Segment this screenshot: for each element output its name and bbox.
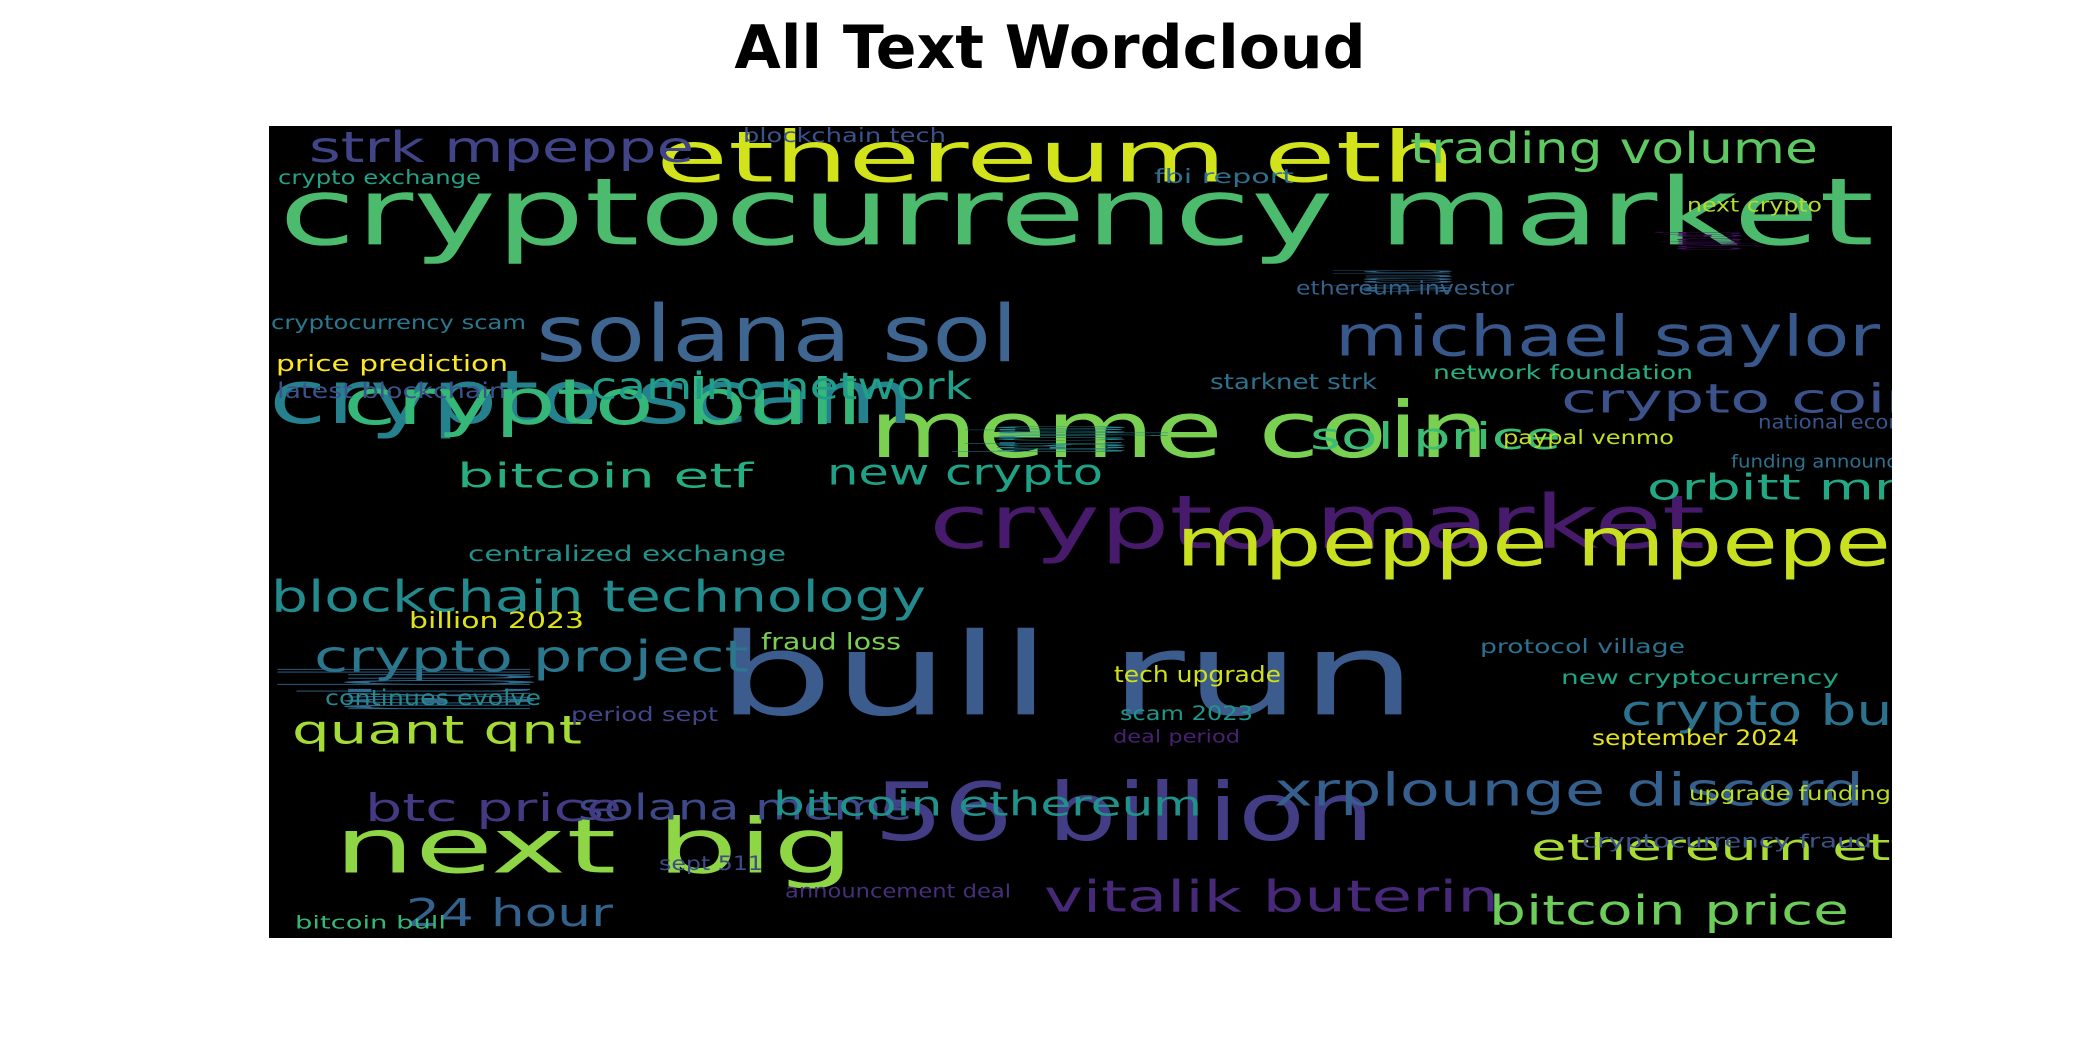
word-quant-qnt: quant qnt xyxy=(292,709,582,754)
word-protocol-village: protocol village xyxy=(1480,634,1685,658)
wordcloud-canvas: bull run cryptocurrency market crypto mark… xyxy=(269,126,1892,935)
word-crypto-exchange: crypto exchange xyxy=(278,165,481,189)
word-cryptocurrency-scam: cryptocurrency scam xyxy=(271,310,526,334)
word-bitcoin-ethereum: bitcoin ethereum xyxy=(773,785,1202,825)
word-next-crypto: next crypto xyxy=(1687,194,1822,216)
word-cryptocurrency-fraud: cryptocurrency fraud xyxy=(1582,830,1872,852)
word-new-cryptocurrency: new cryptocurrency xyxy=(1561,665,1839,689)
word-crypto-bull: crypto bull xyxy=(343,366,863,440)
word-solana-sol: solana sol xyxy=(536,288,1018,380)
word-orbitt-mm: orbitt mm xyxy=(1647,467,1892,508)
word-paypal-venmo: paypal venmo xyxy=(1503,425,1674,449)
word-announcement-deal: announcement deal xyxy=(785,880,1011,902)
word-crypto-market: crypto market xyxy=(929,480,1705,566)
word-camino-network: camino network xyxy=(591,365,973,408)
word-starknet-strk: starknet strk xyxy=(1210,370,1378,394)
word-crypto-buy: crypto buy xyxy=(1621,686,1892,735)
word-ethereum-investor: ethereum investor xyxy=(1296,277,1514,299)
word-24-hour: 24 hour xyxy=(406,891,614,935)
word-fraud-loss: fraud loss xyxy=(761,630,901,656)
word-ethereum-etf: ethereum etf xyxy=(1531,827,1892,869)
word-trading-volume: trading volume xyxy=(1410,126,1818,174)
word-crypto-project: crypto project xyxy=(314,632,749,683)
word-best-crypto: best crypto xyxy=(915,426,1175,452)
word-strk-mpeppe: strk mpeppe xyxy=(309,126,694,173)
word-funding-announcement: funding announcement xyxy=(1731,452,1892,473)
word-billion-2023: billion 2023 xyxy=(409,609,584,634)
word-meme-coin: meme coin xyxy=(869,386,1489,476)
word-upgrade-funding: upgrade funding xyxy=(1689,781,1891,805)
word-btc-price: btc price xyxy=(365,786,622,830)
word-michael-saylor: michael saylor xyxy=(1335,304,1881,369)
word-bitcoin-price: bitcoin price xyxy=(1489,886,1849,934)
word-mpeppe-mpepe: mpeppe mpepe xyxy=(1176,503,1891,581)
word-tech-upgrade: tech upgrade xyxy=(1114,663,1281,688)
word-september-2024: september 2024 xyxy=(1592,726,1799,750)
wordcloud-panel: bull run cryptocurrency market crypto mark… xyxy=(269,126,1892,938)
word-next-big: next big xyxy=(334,802,854,891)
word-sol-could: sol could xyxy=(1308,270,1487,292)
word-fbi-report: fbi report xyxy=(1154,164,1294,188)
word-new-crypto: new crypto xyxy=(827,452,1103,493)
word-deal-period: deal period xyxy=(1113,727,1240,748)
word-crypto-etf: crypto etf xyxy=(1637,232,1767,250)
word-price-prediction: price prediction xyxy=(276,352,508,377)
word-blockchain-technology: blockchain technology xyxy=(271,572,926,623)
word-bitcoin-etf: bitcoin etf xyxy=(457,457,755,497)
word-bitcoin-bull: bitcoin bull xyxy=(295,913,446,934)
word-sol-price: sol price xyxy=(1310,416,1561,458)
word-56-billion: 56 billion xyxy=(874,766,1374,859)
word-bull-run: bull run xyxy=(717,608,1417,741)
word-centralized-exchange: centralized exchange xyxy=(468,542,786,566)
word-solana-meme: solana meme xyxy=(578,787,912,828)
word-latest-blockchain: latest blockchain xyxy=(277,379,506,403)
word-continues-evolve: continues evolve xyxy=(325,686,541,710)
word-period-sept: period sept xyxy=(571,702,718,726)
word-sept-511: sept 511 xyxy=(659,851,763,875)
word-crypto-scam: crypto scam xyxy=(269,355,914,441)
word-next-bull: next bull xyxy=(269,668,609,710)
word-vitalik-buterin: vitalik buterin xyxy=(1044,872,1499,923)
chart-title: All Text Wordcloud xyxy=(734,13,1366,83)
word-crypto-coin: crypto coin xyxy=(1561,376,1892,422)
word-scam-2023: scam 2023 xyxy=(1120,701,1253,725)
word-national-economy: national economy xyxy=(1758,411,1892,433)
word-xrplounge-discord: xrplounge discord xyxy=(1274,763,1864,816)
word-network-foundation: network foundation xyxy=(1433,360,1693,384)
word-cryptocurrency-market: cryptocurrency market xyxy=(279,158,1874,266)
word-blockchain-tech: blockchain tech xyxy=(743,126,946,147)
word-ethereum-eth: ethereum eth xyxy=(656,126,1456,199)
